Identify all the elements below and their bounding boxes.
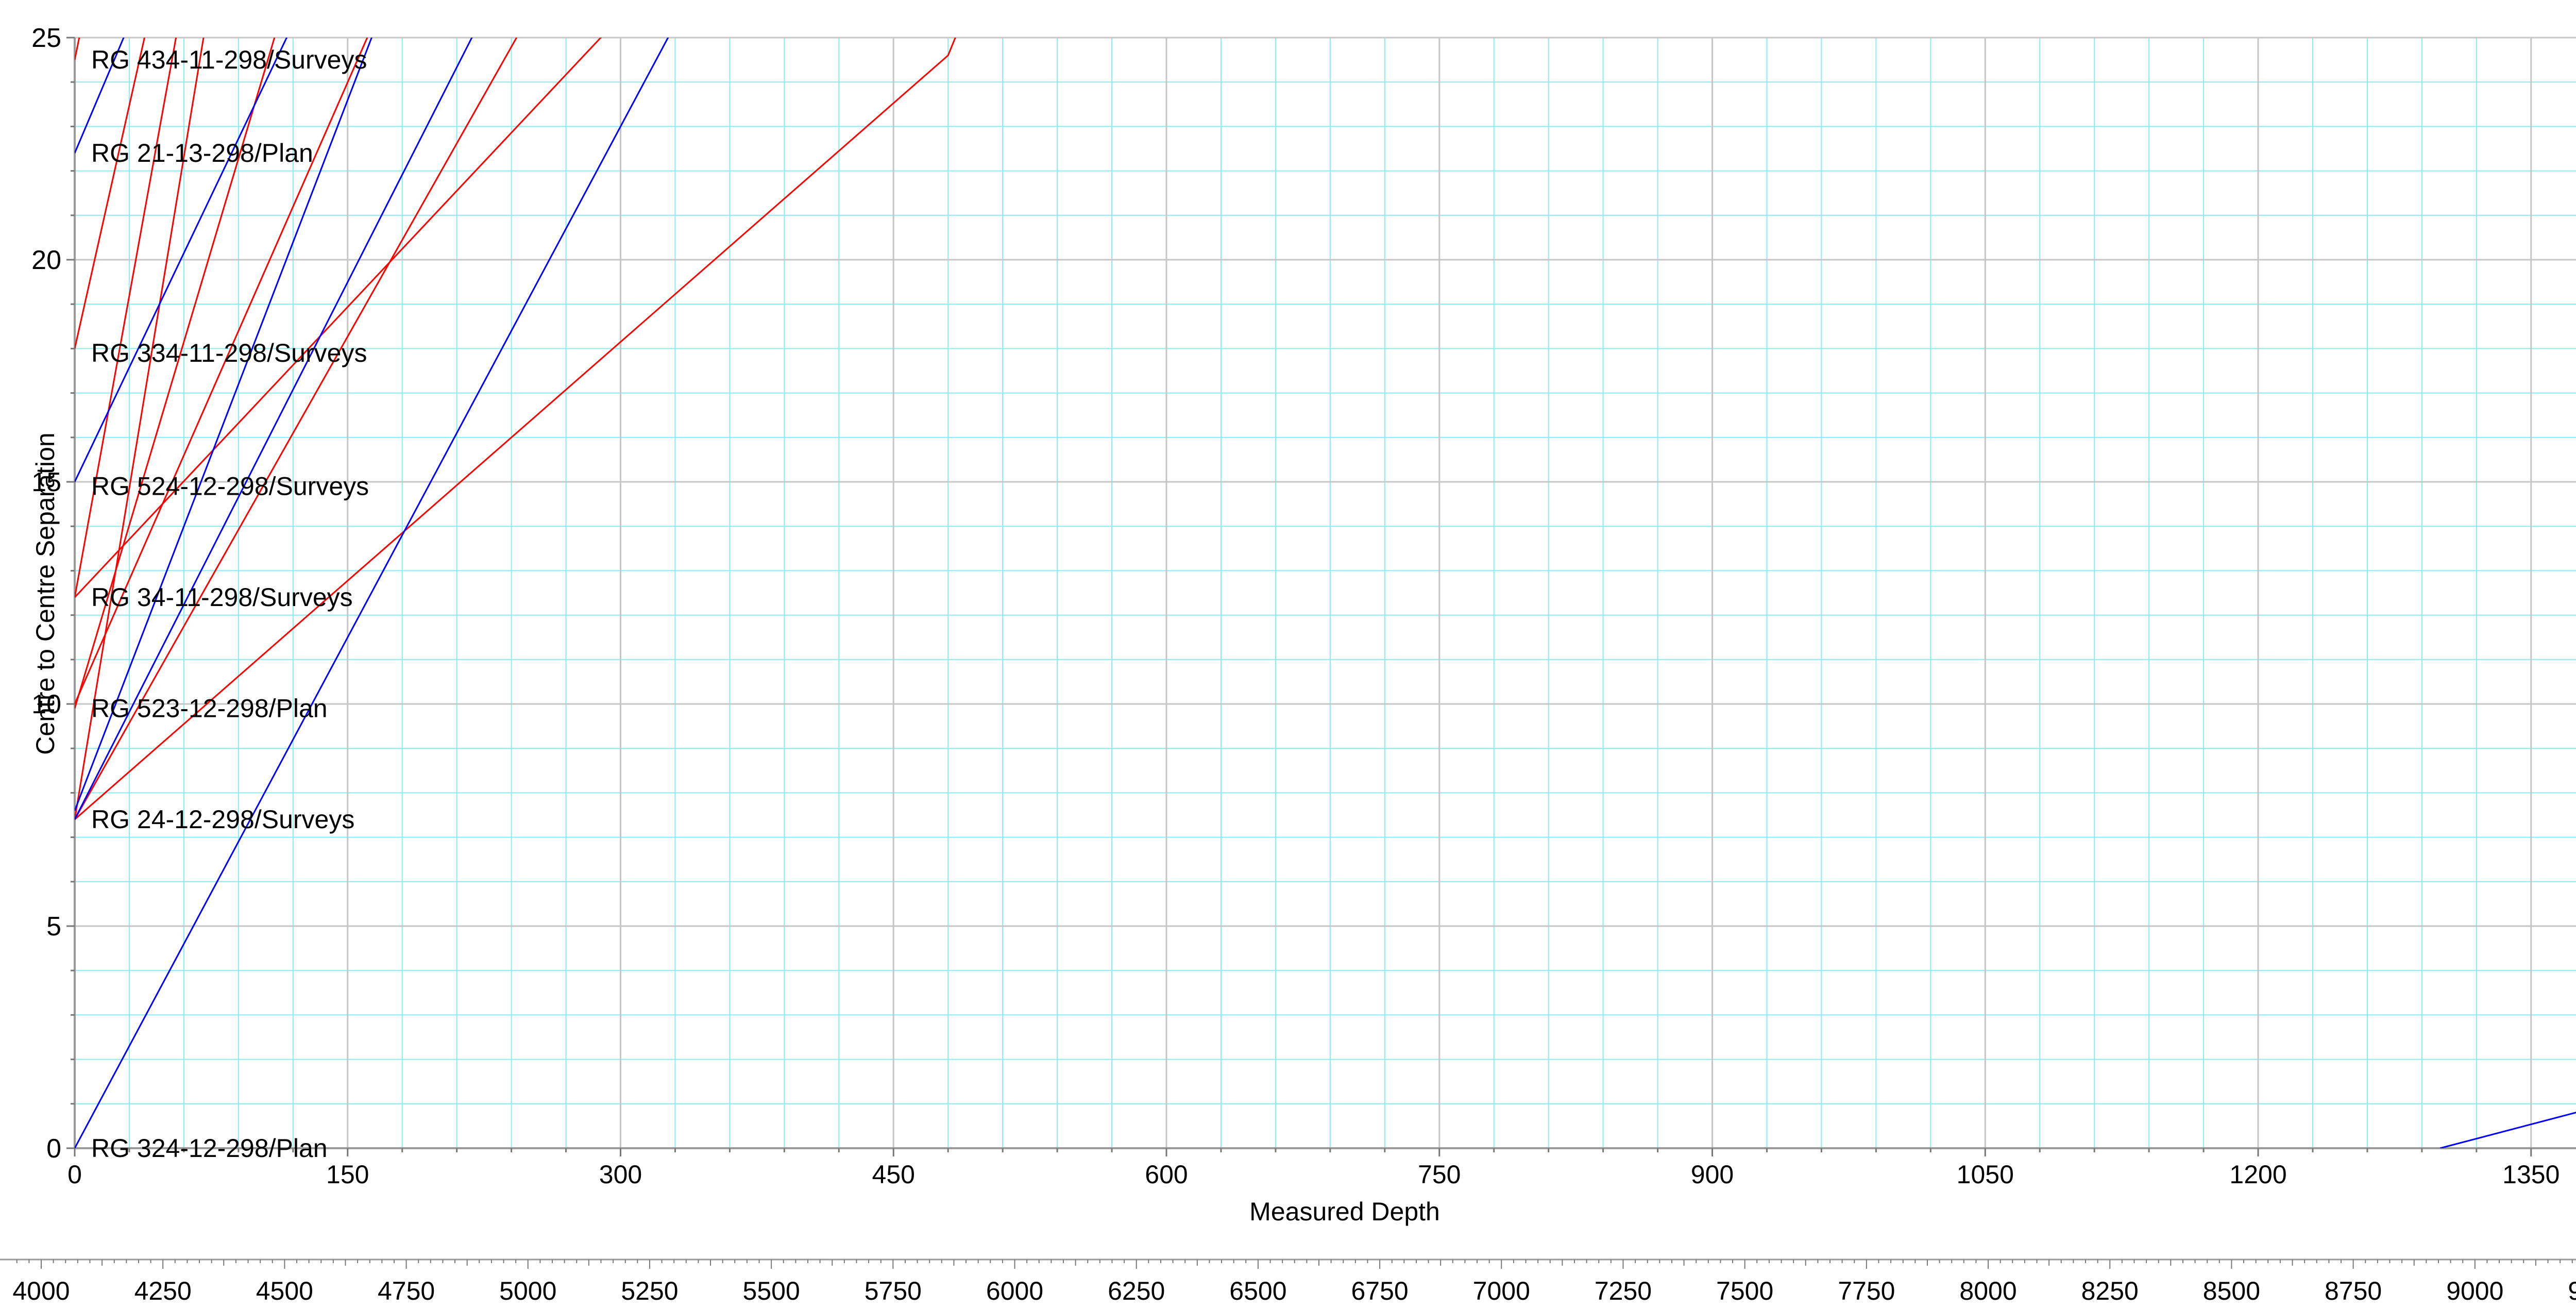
x-tick-label: 150 [326,1160,369,1189]
well-label: RG 524-12-298/Surveys [91,472,369,501]
well-label: RG 24-12-298/Surveys [91,805,354,834]
series-line-11 [75,38,288,482]
x-tick-labels: 0 150 300 450 600 750 900 1050 1200 1350 [67,1160,2560,1189]
series-line-2 [75,38,146,349]
series-line-13 [75,38,473,820]
series-line-6 [75,38,368,704]
secondary-tick-label: 4500 [256,1277,313,1305]
secondary-axis: 4000 4250 4500 4750 5000 5250 5500 5750 6000 6250… [0,1258,2576,1305]
series-line-4 [75,38,205,820]
secondary-tick-label: 6250 [1108,1277,1165,1305]
x-tick-label: 750 [1418,1160,1461,1189]
secondary-tick-label: 5500 [743,1277,800,1305]
secondary-tick-label: 4750 [378,1277,435,1305]
secondary-tick-label: 9000 [2446,1277,2503,1305]
y-axis-title: Centre to Centre Separation [31,432,60,754]
secondary-tick-label: 7750 [1838,1277,1895,1305]
x-tick-label: 1350 [2502,1160,2560,1189]
y-tick-label: 20 [31,245,61,275]
axes [66,37,2576,1156]
secondary-tick-label: 6500 [1229,1277,1286,1305]
series-line-15 [2439,1112,2576,1148]
secondary-tick-label: 7250 [1595,1277,1652,1305]
series-line-3 [75,38,177,598]
series-line-5 [75,38,276,709]
y-tick-label: 25 [31,23,61,53]
secondary-tick-label: 4250 [134,1277,192,1305]
secondary-tick-label: 6000 [986,1277,1043,1305]
grid [74,37,2576,1149]
x-tick-label: 0 [67,1160,82,1189]
y-tick-label: 0 [46,1134,61,1164]
series-line-7 [75,38,518,820]
y-tick-label: 10 [31,690,61,719]
series-line-8 [75,38,602,598]
well-label: RG 434-11-298/Surveys [91,45,367,74]
x-tick-label: 450 [872,1160,915,1189]
secondary-tick-label: 6750 [1351,1277,1408,1305]
secondary-tick-label: 8250 [2081,1277,2139,1305]
secondary-tick-label: 9250 [2568,1277,2576,1305]
y-tick-label: 5 [46,912,61,942]
well-label: RG 34-11-298/Surveys [91,583,353,612]
secondary-tick-label: 7000 [1473,1277,1530,1305]
well-labels-group: RG 434-11-298/Surveys RG 21-13-298/Plan RG… [91,45,369,1163]
series-line-12 [75,38,372,811]
secondary-tick-label: 5000 [499,1277,556,1305]
y-tick-label: 15 [31,467,61,497]
x-tick-label: 300 [599,1160,642,1189]
secondary-tick-label: 8500 [2203,1277,2260,1305]
x-tick-label: 600 [1145,1160,1188,1189]
x-axis-title: Measured Depth [1249,1197,1440,1226]
secondary-tick-label: 4000 [12,1277,70,1305]
series-line-14 [75,38,669,1148]
y-tick-labels: 0 5 10 15 20 25 [31,23,61,1164]
well-label: RG 523-12-298/Plan [91,694,328,723]
x-tick-label: 1050 [1957,1160,2014,1189]
series-line-10 [75,38,125,154]
well-label: RG 334-11-298/Surveys [91,339,367,367]
secondary-tick-label: 5750 [865,1277,922,1305]
series-line-1 [75,38,80,60]
secondary-tick-label: 8750 [2325,1277,2382,1305]
x-tick-label: 900 [1691,1160,1734,1189]
series-group [75,38,2576,1148]
secondary-tick-label: 8000 [1959,1277,2016,1305]
well-label: RG 21-13-298/Plan [91,139,313,167]
well-label: RG 324-12-298/Plan [91,1134,328,1163]
series-line-9 [75,38,956,820]
secondary-tick-label: 7500 [1716,1277,1773,1305]
x-tick-label: 1200 [2229,1160,2286,1189]
secondary-tick-label: 5250 [621,1277,678,1305]
